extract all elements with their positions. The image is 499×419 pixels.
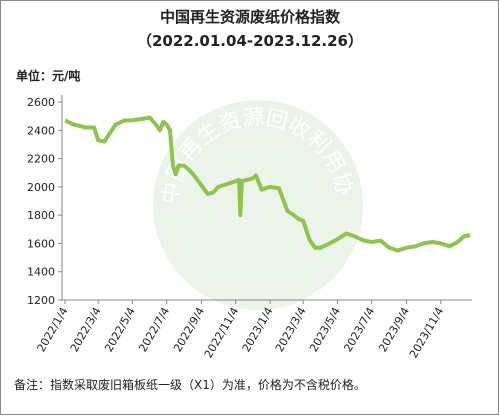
y-tick-label: 1800 — [27, 209, 55, 222]
y-tick-label: 2200 — [27, 153, 55, 166]
y-tick-label: 2600 — [27, 96, 55, 109]
chart-subtitle: （2022.01.04-2023.12.26） — [137, 32, 363, 50]
unit-label: 单位：元/吨 — [16, 68, 80, 83]
y-tick-label: 1600 — [27, 237, 55, 250]
note: 备注：指数采取废旧箱板纸一级（X1）为准，价格为不含税价格。 — [14, 377, 366, 392]
y-tick-label: 2000 — [27, 181, 55, 194]
watermark-disc — [153, 100, 363, 310]
data-line — [64, 115, 471, 253]
chart-title: 中国再生资源废纸价格指数 — [160, 8, 341, 26]
y-tick-label: 1200 — [27, 294, 55, 307]
y-tick-label: 1400 — [27, 266, 55, 279]
y-tick-label: 2400 — [27, 124, 55, 137]
